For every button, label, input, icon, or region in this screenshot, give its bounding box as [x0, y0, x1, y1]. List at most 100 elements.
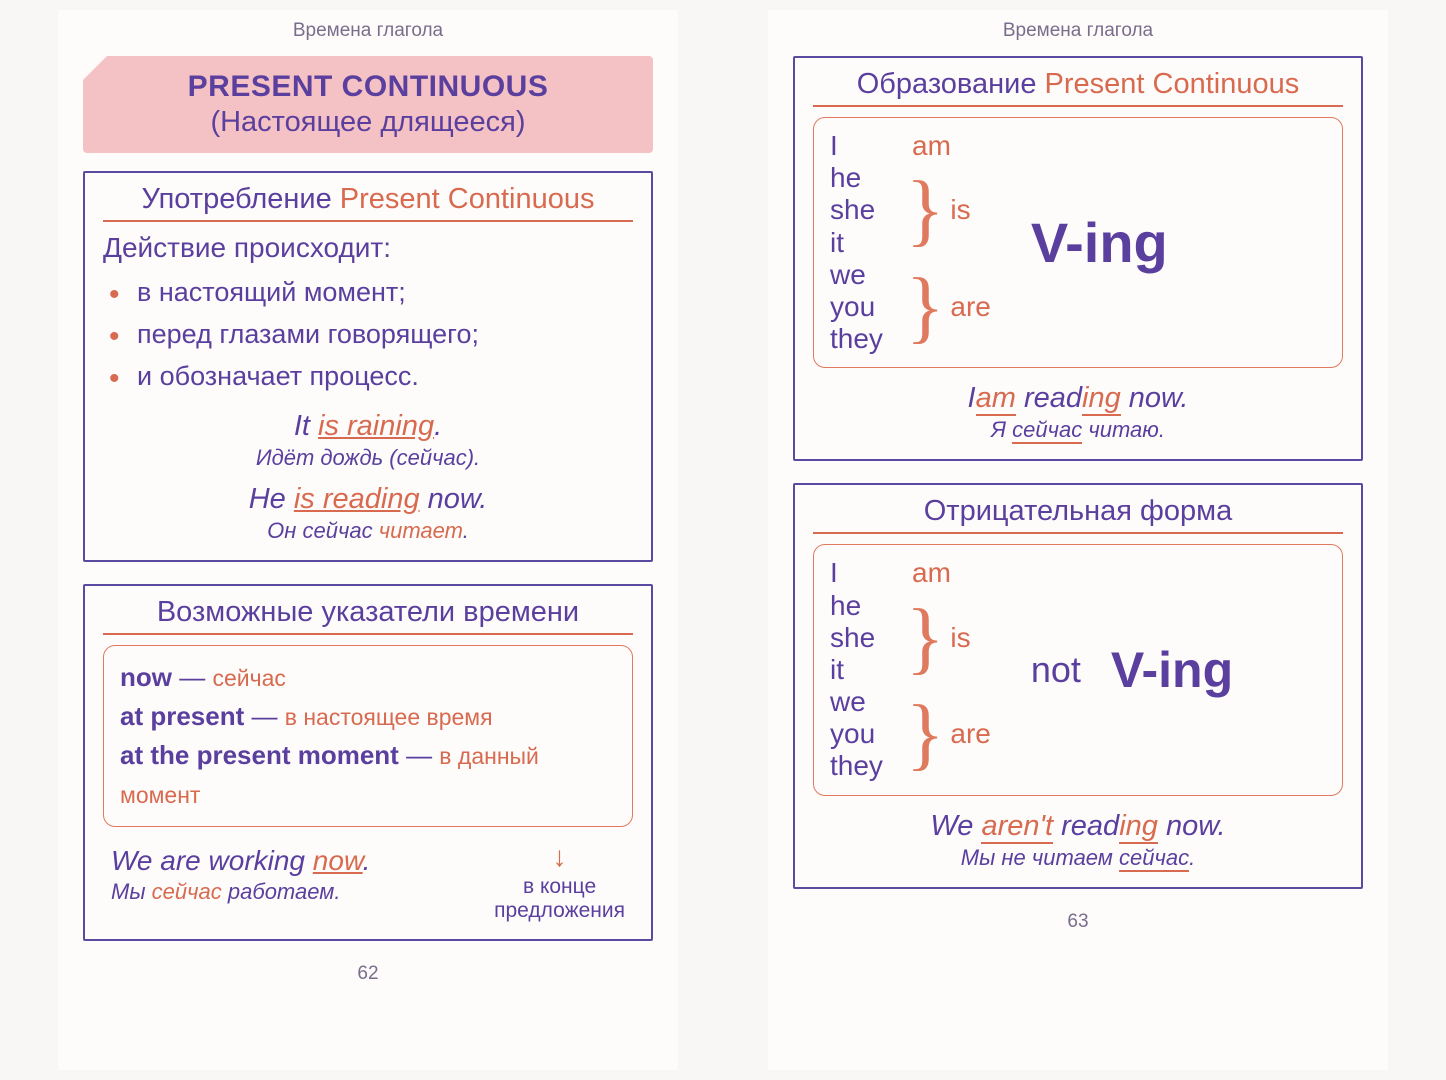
text: now.	[1121, 382, 1189, 414]
indicators-card: Возможные указатели времени now — сейчас…	[83, 584, 653, 941]
negative-card: Отрицательная форма I am he she it } is	[793, 483, 1363, 888]
brace-icon: }	[906, 714, 944, 754]
conj-group-i: I am	[830, 130, 991, 162]
text: Идёт дождь	[256, 445, 389, 470]
example-ru: Он сейчас читает.	[103, 518, 633, 544]
text: He	[249, 483, 294, 515]
page-left: Времена глагола PRESENT CONTINUOUS (Наст…	[58, 10, 678, 1070]
aux-verb: is	[950, 622, 970, 654]
text: It	[294, 410, 318, 442]
aux-verb: are	[950, 718, 990, 750]
example-en: He is reading now.	[103, 483, 633, 516]
formation-title-ru: Образование	[857, 68, 1037, 100]
highlight: aren't	[981, 810, 1053, 844]
brace-icon: }	[906, 190, 944, 230]
indicator-ru: сейчас	[212, 665, 285, 691]
negative-example: We aren't reading now. Мы не читаем сейч…	[813, 810, 1343, 871]
pronoun: I	[830, 130, 900, 162]
pronoun: we you they	[830, 686, 900, 783]
banner-title-en: PRESENT CONTINUOUS	[93, 70, 643, 104]
dash: —	[179, 662, 212, 692]
example-ru: Идёт дождь (сейчас).	[103, 445, 633, 471]
usage-example-1: It is raining. Идёт дождь (сейчас).	[103, 410, 633, 471]
brace-icon: }	[906, 287, 944, 327]
text: I	[968, 382, 976, 414]
text: Я	[991, 417, 1012, 442]
aux-verb: am	[912, 130, 951, 162]
text: Он сейчас	[267, 518, 379, 543]
example-ru: Мы сейчас работаем.	[111, 879, 444, 905]
underline: сейчас	[1119, 845, 1189, 872]
text: читаю.	[1082, 417, 1165, 442]
not-label: not	[1031, 649, 1081, 691]
formation-title: Образование Present Continuous	[813, 68, 1343, 107]
indicators-inner-box: now — сейчас at present — в настоящее вр…	[103, 645, 633, 827]
usage-bullet: и обозначает процесс.	[109, 356, 633, 398]
conjugation-wrap: I am he she it } is we you they } are	[830, 130, 1326, 355]
aux-verb: is	[950, 194, 970, 226]
usage-subhead: Действие происходит:	[103, 232, 633, 264]
indicator-row: at present — в настоящее время	[120, 697, 616, 736]
pronoun: I	[830, 557, 900, 589]
example-ru: Мы не читаем сейчас.	[813, 845, 1343, 871]
aux-verb: am	[912, 557, 951, 589]
highlight: now	[313, 845, 363, 876]
page-header: Времена глагола	[83, 20, 653, 42]
formation-example: Iam reading now. Я сейчас читаю.	[813, 382, 1343, 443]
usage-title-en: Present Continuous	[340, 183, 595, 215]
text: Мы	[111, 879, 152, 904]
text: .	[434, 410, 442, 442]
page-header: Времена глагола	[793, 20, 1363, 42]
conjugation-groups: I am he she it } is we you they } are	[830, 130, 991, 355]
usage-bullet: в настоящий момент;	[109, 272, 633, 314]
highlight: ing	[1082, 382, 1121, 416]
text: read	[1053, 810, 1119, 842]
dash: —	[406, 740, 439, 770]
text: .	[363, 845, 371, 876]
formation-title-en: Present Continuous	[1045, 68, 1300, 100]
indicator-en: now	[120, 662, 172, 692]
conjugation-wrap: I am he she it } is we you they } are	[830, 557, 1326, 782]
indicators-example: We are working now. Мы сейчас работаем.	[111, 845, 444, 905]
example-en: It is raining.	[103, 410, 633, 443]
formation-inner-box: I am he she it } is we you they } are	[813, 117, 1343, 368]
note-line: в конце	[494, 875, 625, 899]
pronoun: he she it	[830, 162, 900, 259]
negative-title: Отрицательная форма	[813, 495, 1343, 534]
ving-label: V-ing	[1111, 641, 1233, 699]
title-banner: PRESENT CONTINUOUS (Настоящее длящееся)	[83, 56, 653, 153]
indicator-ru: в настоящее время	[285, 704, 493, 730]
aux-verb: are	[950, 291, 990, 323]
example-en: We aren't reading now.	[813, 810, 1343, 843]
text: read	[1016, 382, 1082, 414]
text: now.	[1158, 810, 1226, 842]
text: (сейчас).	[389, 445, 480, 470]
page-number: 63	[793, 911, 1363, 933]
usage-title-ru: Употребление	[141, 183, 331, 215]
ving-label: V-ing	[1031, 210, 1168, 275]
highlight: сейчас	[152, 879, 222, 904]
underline: сейчас	[1012, 417, 1082, 444]
example-en: Iam reading now.	[813, 382, 1343, 415]
brace-icon: }	[906, 618, 944, 658]
indicators-footer: We are working now. Мы сейчас работаем. …	[103, 845, 633, 923]
text: работаем.	[222, 879, 341, 904]
highlight: читает	[379, 518, 463, 543]
formation-card: Образование Present Continuous I am he s…	[793, 56, 1363, 461]
highlight: is raining	[318, 410, 434, 442]
text: Мы не читаем	[961, 845, 1119, 870]
text: now.	[420, 483, 488, 515]
note-line: предложения	[494, 899, 625, 923]
negative-title-text: Отрицательная форма	[924, 495, 1233, 527]
highlight: am	[976, 382, 1016, 416]
highlight: ing	[1119, 810, 1158, 844]
negative-inner-box: I am he she it } is we you they } are	[813, 544, 1343, 795]
usage-bullet: перед глазами говорящего;	[109, 314, 633, 356]
indicator-en: at present	[120, 701, 244, 731]
conjugation-groups: I am he she it } is we you they } are	[830, 557, 991, 782]
page-number: 62	[83, 963, 653, 985]
text: We are working	[111, 845, 313, 876]
indicators-title-text: Возможные указатели времени	[157, 596, 579, 628]
conj-group-he: he she it } is	[830, 590, 991, 687]
indicator-row: at the present moment — в данный момент	[120, 736, 616, 814]
